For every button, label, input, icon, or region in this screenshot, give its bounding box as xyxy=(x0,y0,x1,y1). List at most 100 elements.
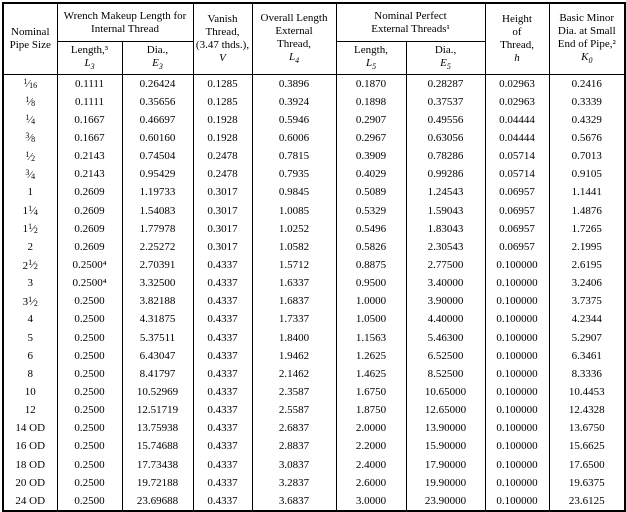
value-cell: 0.35656 xyxy=(121,93,194,112)
pipe-size-cell: 6 xyxy=(2,347,58,366)
col-header-symbol: V xyxy=(219,51,226,64)
value-cell: 0.7815 xyxy=(251,147,337,166)
table-row: 2 0.2609 2.25272 0.3017 1.0582 0.5826 2.30543 0… xyxy=(2,238,626,257)
table-row: 5 0.2500 5.37511 0.4337 1.8400 1.1563 5.46300 0… xyxy=(2,328,626,348)
table-row: 1⁄4 0.1667 0.46697 0.1928 0.5946 0.2907 0.4955… xyxy=(2,111,626,130)
value-cell: 3.32500 xyxy=(121,274,194,293)
value-cell: 8.52500 xyxy=(405,365,486,384)
value-cell: 0.26424 xyxy=(121,74,194,94)
col-header-symbol: L5 xyxy=(365,57,377,72)
value-cell: 0.05714 xyxy=(484,165,550,184)
value-cell: 13.90000 xyxy=(405,419,486,438)
value-cell: 0.2500 xyxy=(56,365,123,384)
pipe-size-cell: 4 xyxy=(2,310,58,329)
value-cell: 0.99286 xyxy=(405,165,486,184)
value-cell: 0.60160 xyxy=(121,129,194,148)
pipe-size-cell: 3⁄8 xyxy=(2,129,58,148)
value-cell: 2.30543 xyxy=(405,238,486,257)
value-cell: 0.2500 xyxy=(56,310,123,329)
value-cell: 23.69688 xyxy=(121,492,194,512)
value-cell: 0.100000 xyxy=(484,401,550,420)
value-cell: 1.4625 xyxy=(335,365,407,384)
value-cell: 0.05714 xyxy=(484,147,550,166)
value-cell: 2.6837 xyxy=(251,419,337,438)
col-header-line: Thread, xyxy=(205,26,240,39)
value-cell: 0.2416 xyxy=(548,74,626,94)
value-cell: 0.06957 xyxy=(484,238,550,257)
col-header-symbol: L4 xyxy=(288,51,300,66)
value-cell: 1.7337 xyxy=(251,310,337,329)
table-row: 14 OD 0.2500 13.75938 0.4337 2.6837 2.0000 13.… xyxy=(2,419,626,438)
value-cell: 5.46300 xyxy=(405,328,486,348)
col-header-length-l3: Length,³ L3 xyxy=(56,41,123,75)
value-cell: 0.06957 xyxy=(484,201,550,221)
table-row: 20 OD 0.2500 19.72188 0.4337 3.2837 2.6000 19.… xyxy=(2,474,626,493)
value-cell: 0.1928 xyxy=(192,111,253,130)
table-row: 16 OD 0.2500 15.74688 0.4337 2.8837 2.2000 15.… xyxy=(2,437,626,456)
value-cell: 4.40000 xyxy=(405,310,486,329)
value-cell: 0.2609 xyxy=(56,220,123,239)
value-cell: 1.24543 xyxy=(405,183,486,202)
value-cell: 2.1995 xyxy=(548,238,626,257)
value-cell: 0.74504 xyxy=(121,147,194,166)
value-cell: 0.8875 xyxy=(335,256,407,275)
value-cell: 0.2500 xyxy=(56,455,123,475)
value-cell: 0.4337 xyxy=(192,292,253,311)
value-cell: 4.2344 xyxy=(548,310,626,329)
value-cell: 0.2500 xyxy=(56,474,123,493)
value-cell: 1.2625 xyxy=(335,347,407,366)
value-cell: 0.1285 xyxy=(192,93,253,112)
value-cell: 1.9462 xyxy=(251,347,337,366)
value-cell: 0.28287 xyxy=(405,74,486,94)
value-cell: 0.7013 xyxy=(548,147,626,166)
table-row: 10 0.2500 10.52969 0.4337 2.3587 1.6750 10.650… xyxy=(2,383,626,402)
value-cell: 0.100000 xyxy=(484,419,550,438)
table-row: 4 0.2500 4.31875 0.4337 1.7337 1.0500 4.40000 0… xyxy=(2,310,626,329)
value-cell: 0.06957 xyxy=(484,220,550,239)
value-cell: 1.1563 xyxy=(335,328,407,348)
value-cell: 0.95429 xyxy=(121,165,194,184)
value-cell: 17.73438 xyxy=(121,455,194,475)
value-cell: 0.5496 xyxy=(335,220,407,239)
col-header-line: Dia., xyxy=(146,44,169,57)
value-cell: 5.2907 xyxy=(548,328,626,348)
value-cell: 0.1285 xyxy=(192,74,253,94)
value-cell: 0.1111 xyxy=(56,93,123,112)
value-cell: 1.4876 xyxy=(548,201,626,221)
value-cell: 1.0000 xyxy=(335,292,407,311)
value-cell: 0.3017 xyxy=(192,183,253,202)
col-group-nominal-perfect: Nominal Perfect External Threads¹ xyxy=(335,3,486,42)
value-cell: 0.2500 xyxy=(56,292,123,311)
value-cell: 8.3336 xyxy=(548,365,626,384)
col-header-line: Dia. at Small xyxy=(557,25,616,38)
table-row: 6 0.2500 6.43047 0.4337 1.9462 1.2625 6.52500 0… xyxy=(2,347,626,366)
pipe-size-cell: 1⁄16 xyxy=(2,74,58,94)
value-cell: 0.2500 xyxy=(56,401,123,420)
value-cell: 0.5676 xyxy=(548,129,626,148)
value-cell: 3.82188 xyxy=(121,292,194,311)
value-cell: 0.2478 xyxy=(192,147,253,166)
value-cell: 0.3017 xyxy=(192,220,253,239)
col-header-symbol: L3 xyxy=(84,57,95,72)
value-cell: 3.7375 xyxy=(548,292,626,311)
value-cell: 0.04444 xyxy=(484,111,550,130)
value-cell: 2.1462 xyxy=(251,365,337,384)
table-row: 1 0.2609 1.19733 0.3017 0.9845 0.5089 1.24543 0… xyxy=(2,183,626,202)
value-cell: 0.9105 xyxy=(548,165,626,184)
value-cell: 6.3461 xyxy=(548,347,626,366)
value-cell: 10.52969 xyxy=(121,383,194,402)
col-header-nominal-pipe-size: Nominal Pipe Size xyxy=(2,3,58,75)
pipe-size-cell: 8 xyxy=(2,365,58,384)
value-cell: 0.1928 xyxy=(192,129,253,148)
value-cell: 0.2143 xyxy=(56,147,123,166)
value-cell: 1.54083 xyxy=(121,201,194,221)
value-cell: 0.100000 xyxy=(484,437,550,456)
pipe-size-cell: 11⁄4 xyxy=(2,201,58,221)
value-cell: 5.37511 xyxy=(121,328,194,348)
col-header-overall-length: Overall Length External Thread, L4 xyxy=(251,3,337,75)
pipe-size-cell: 20 OD xyxy=(2,474,58,493)
value-cell: 0.4337 xyxy=(192,401,253,420)
value-cell: 0.1898 xyxy=(335,93,407,112)
col-group-line: Nominal Perfect xyxy=(374,9,447,22)
